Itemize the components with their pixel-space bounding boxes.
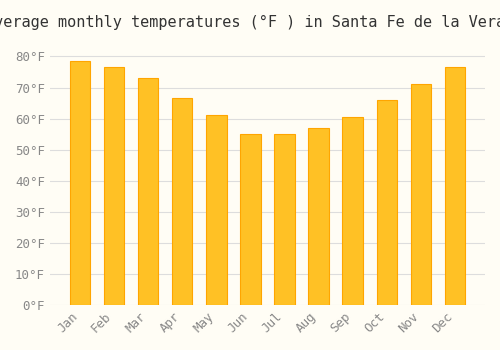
Bar — [240, 134, 260, 305]
Bar — [308, 128, 329, 305]
Bar — [274, 134, 294, 305]
Bar — [138, 78, 158, 305]
Bar — [376, 100, 397, 305]
Bar — [70, 61, 90, 305]
Title: Average monthly temperatures (°F ) in Santa Fe de la Vera Cruz: Average monthly temperatures (°F ) in Sa… — [0, 15, 500, 30]
Bar — [172, 98, 193, 305]
Bar — [410, 84, 431, 305]
Bar — [104, 67, 124, 305]
Bar — [206, 116, 227, 305]
Bar — [342, 117, 363, 305]
Bar — [445, 67, 465, 305]
